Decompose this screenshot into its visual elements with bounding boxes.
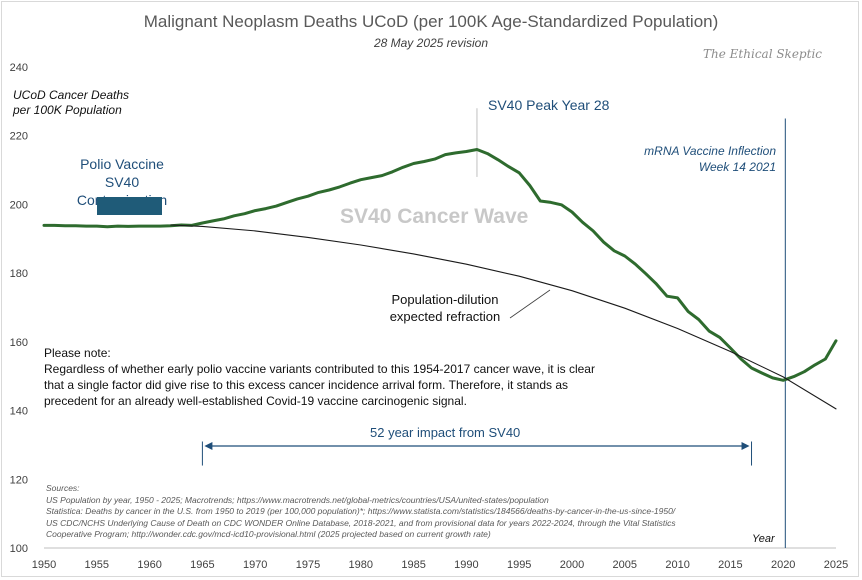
x-tick-label: 1970 bbox=[243, 559, 267, 571]
x-tick-label: 1975 bbox=[296, 559, 320, 571]
x-tick-label: 1995 bbox=[507, 559, 531, 571]
x-axis-label: Year bbox=[752, 533, 775, 545]
impact-arrow-right-head bbox=[741, 442, 750, 450]
y-tick-label: 120 bbox=[10, 474, 28, 486]
source-line: Sources: bbox=[46, 483, 80, 493]
x-tick-label: 2000 bbox=[560, 559, 584, 571]
source-line: US CDC/NCHS Underlying Cause of Death on… bbox=[46, 517, 676, 528]
dilution-annotation: Population-dilution expected refraction bbox=[389, 292, 501, 324]
polio-marker-box bbox=[97, 197, 162, 215]
population-dilution-line bbox=[170, 224, 837, 410]
note-text: Please note: Regardless of whether early … bbox=[44, 345, 604, 409]
y-tick-label: 160 bbox=[10, 337, 28, 349]
y-tick-label: 240 bbox=[10, 62, 28, 74]
mrna-annotation: mRNA Vaccine Inflection Week 14 2021 bbox=[644, 144, 776, 174]
sources-block: Sources: US Population by year, 1950 - 2… bbox=[46, 483, 766, 541]
y-tick-label: 220 bbox=[10, 131, 28, 143]
source-line: Statistica: Deaths by cancer in the U.S.… bbox=[46, 506, 676, 516]
y-tick-label: 200 bbox=[10, 199, 28, 211]
x-tick-label: 1960 bbox=[137, 559, 161, 571]
source-line: Cooperative Program; http://wonder.cdc.g… bbox=[46, 529, 491, 539]
x-tick-label: 1980 bbox=[349, 559, 373, 571]
wave-annotation: SV40 Cancer Wave bbox=[340, 205, 529, 228]
watermark: The Ethical Skeptic bbox=[703, 47, 822, 61]
impact-arrow-group bbox=[201, 441, 753, 466]
series-group bbox=[42, 148, 838, 410]
x-tick-label: 1985 bbox=[401, 559, 425, 571]
impact-annotation: 52 year impact from SV40 bbox=[370, 425, 521, 440]
source-line: US Population by year, 1950 - 2025; Macr… bbox=[46, 494, 549, 505]
vertical-markers bbox=[476, 108, 786, 548]
x-tick-label: 2010 bbox=[665, 559, 689, 571]
x-tick-label: 2005 bbox=[613, 559, 637, 571]
chart-title: Malignant Neoplasm Deaths UCoD (per 100K… bbox=[143, 12, 719, 31]
x-tick-label: 1955 bbox=[85, 559, 109, 571]
x-tick-label: 2015 bbox=[718, 559, 742, 571]
y-axis-label: UCoD Cancer Deaths per 100K Population bbox=[13, 88, 130, 117]
axes-group: 100 120 140 160 180 200 220 240 1950 1955 1960 1965… bbox=[10, 62, 849, 571]
peak-annotation: SV40 Peak Year 28 bbox=[488, 97, 610, 113]
y-tick-label: 140 bbox=[10, 406, 28, 418]
impact-arrow-left-head bbox=[204, 442, 213, 450]
chart-subtitle: 28 May 2025 revision bbox=[373, 36, 489, 50]
dilution-leader-line bbox=[509, 289, 551, 319]
y-tick-label: 100 bbox=[10, 543, 28, 555]
note-line: Regardless of whether early polio vaccin… bbox=[44, 362, 595, 408]
x-tick-label: 1990 bbox=[454, 559, 478, 571]
x-tick-label: 1950 bbox=[32, 559, 56, 571]
y-tick-label: 180 bbox=[10, 268, 28, 280]
x-tick-label: 2025 bbox=[824, 559, 848, 571]
x-tick-label: 2020 bbox=[771, 559, 795, 571]
x-tick-label: 1965 bbox=[190, 559, 214, 571]
note-line: Please note: bbox=[44, 346, 111, 360]
